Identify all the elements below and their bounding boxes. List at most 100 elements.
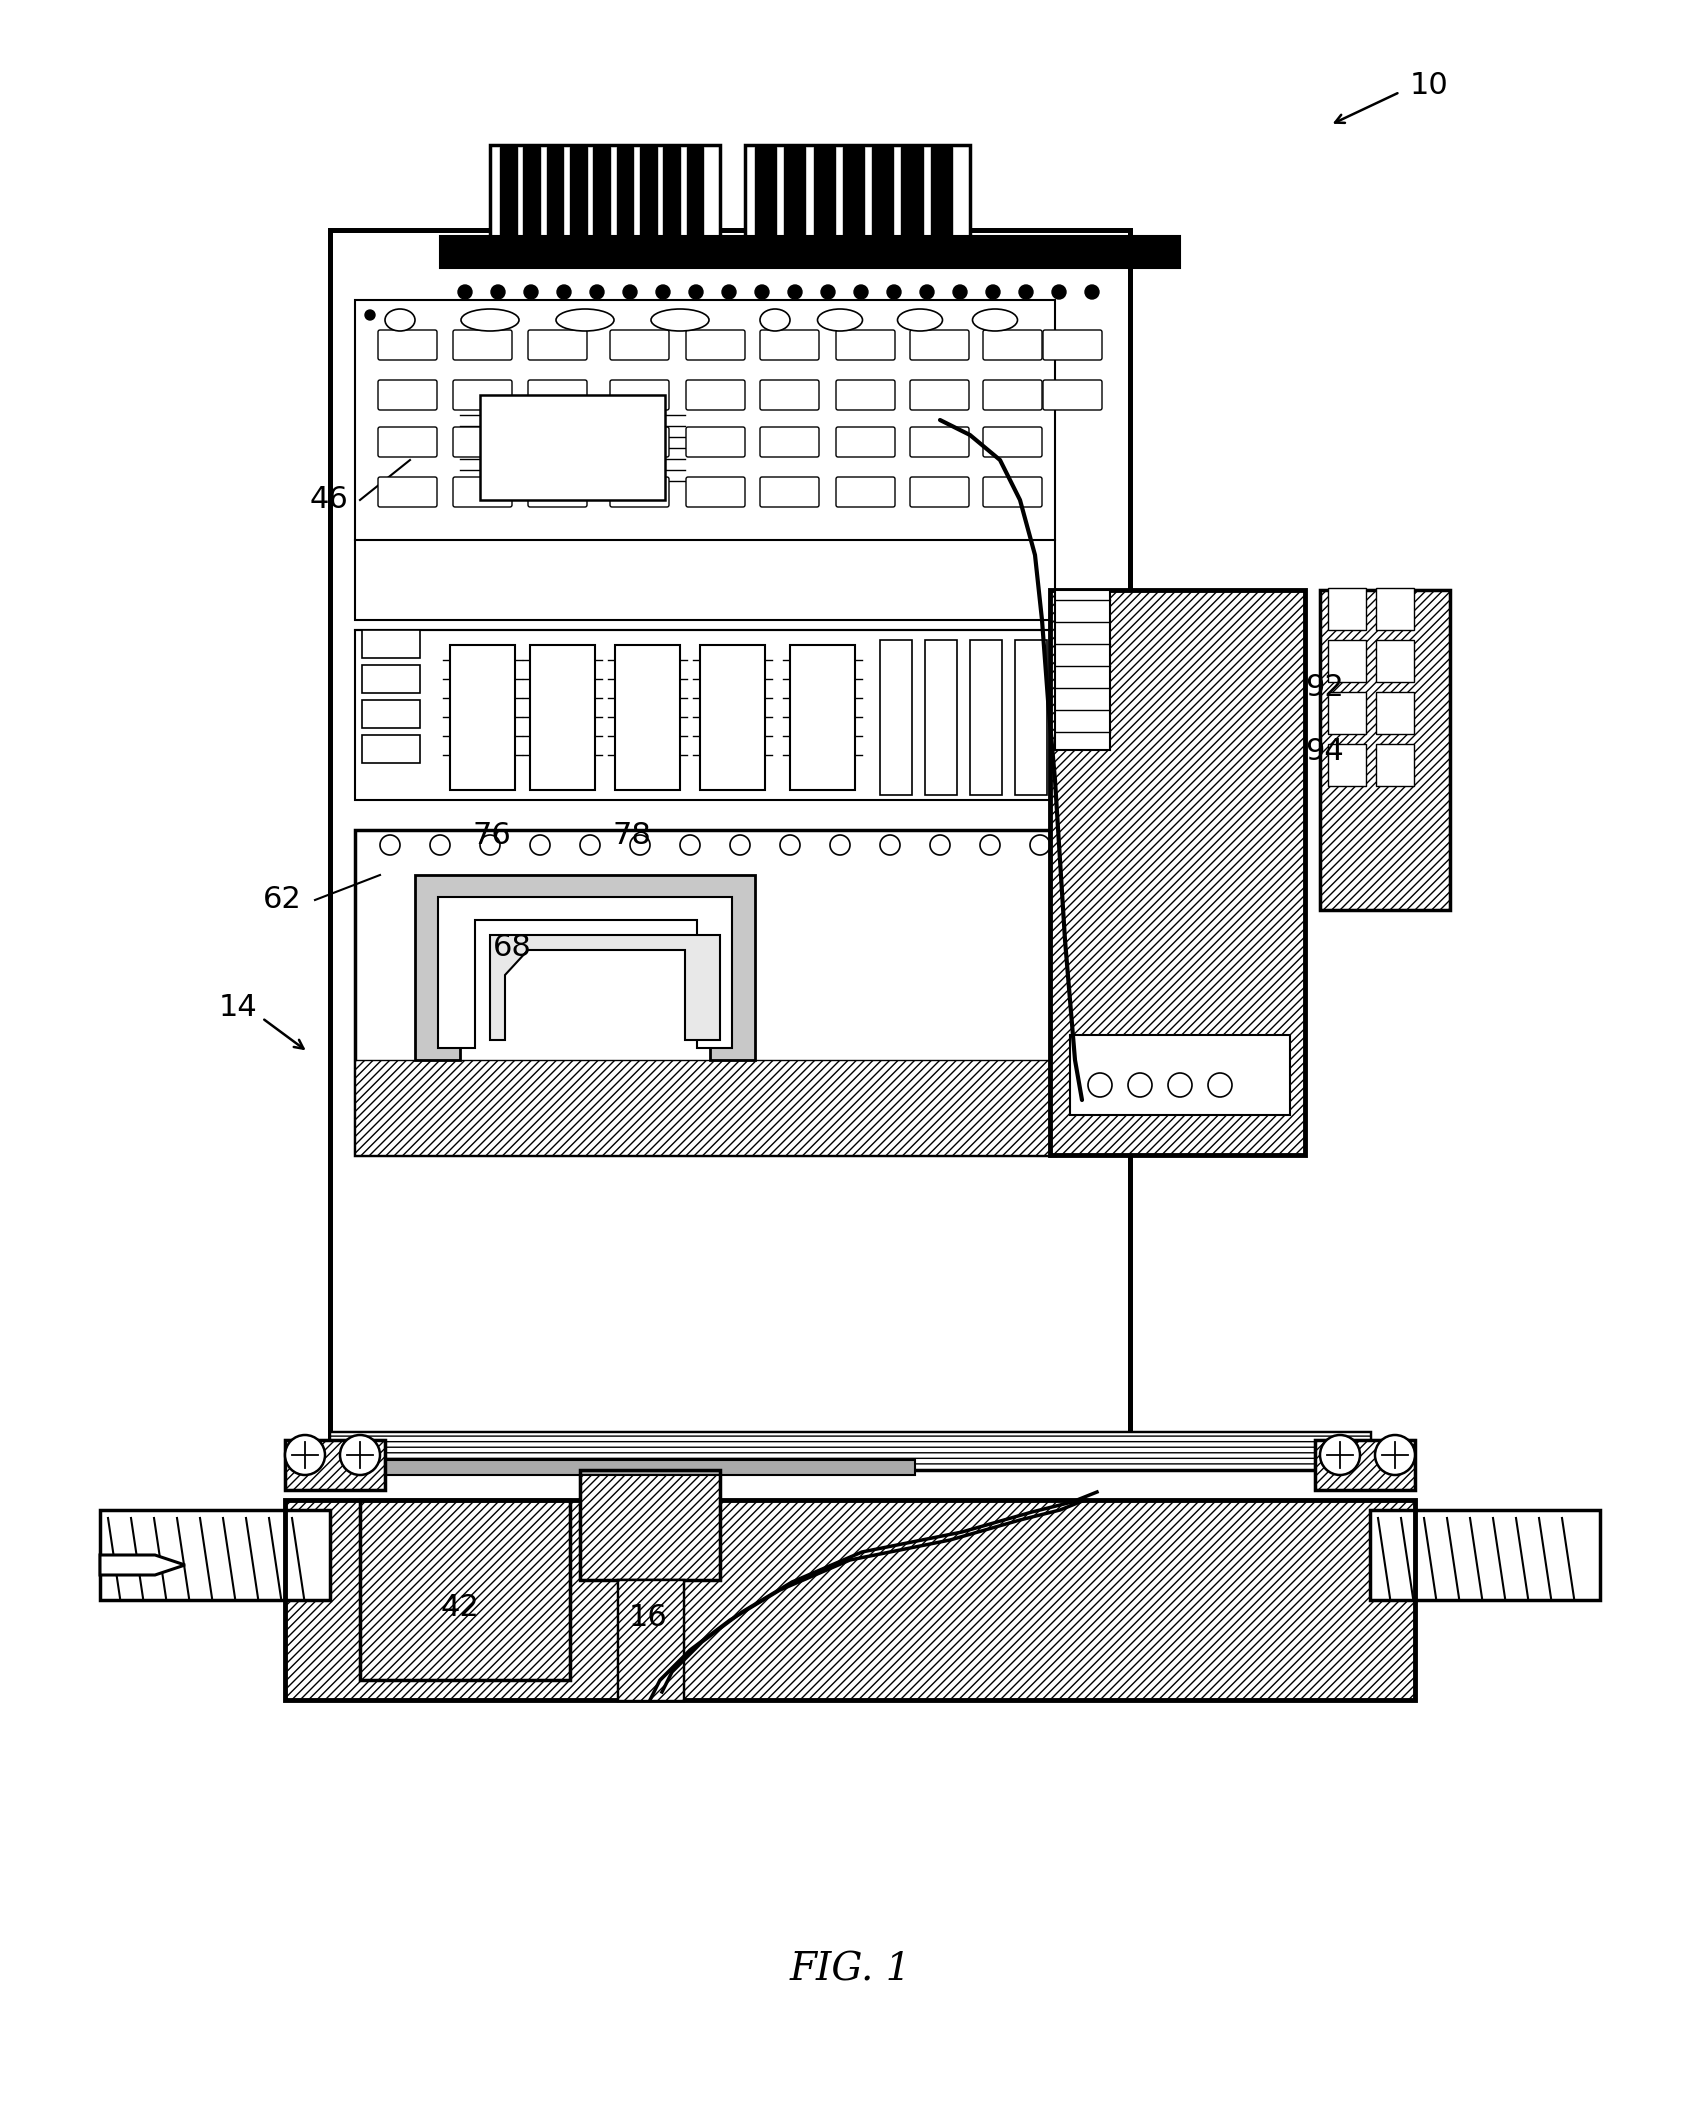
Text: 92: 92 [1306, 674, 1343, 703]
Bar [615, 644, 680, 790]
Bar [286, 1441, 384, 1491]
Bar [100, 1510, 330, 1601]
Bar [580, 1470, 721, 1580]
Bar [687, 147, 704, 236]
Ellipse shape [384, 310, 415, 331]
FancyBboxPatch shape [760, 428, 819, 457]
Bar [1319, 590, 1450, 910]
Bar [360, 1499, 570, 1681]
Bar [355, 299, 1056, 619]
Bar [1375, 588, 1414, 630]
FancyBboxPatch shape [610, 476, 670, 508]
Circle shape [780, 834, 801, 855]
FancyBboxPatch shape [529, 476, 586, 508]
Circle shape [530, 834, 551, 855]
FancyBboxPatch shape [377, 476, 437, 508]
Bar [755, 147, 777, 236]
Circle shape [491, 284, 505, 299]
Bar [1015, 640, 1047, 794]
Bar [500, 147, 517, 236]
Polygon shape [415, 874, 755, 1059]
Circle shape [656, 284, 670, 299]
Bar [490, 145, 721, 240]
Bar [355, 1059, 1056, 1154]
FancyBboxPatch shape [687, 428, 745, 457]
Bar [362, 630, 420, 657]
Bar [1051, 590, 1306, 1154]
Bar [843, 147, 864, 236]
Polygon shape [490, 935, 721, 1040]
Bar [1319, 590, 1450, 910]
Circle shape [755, 284, 768, 299]
Bar [286, 1499, 1414, 1700]
Bar [1056, 590, 1110, 750]
FancyBboxPatch shape [610, 379, 670, 411]
Bar [619, 1580, 683, 1700]
Text: 76: 76 [473, 821, 512, 849]
Circle shape [688, 284, 704, 299]
FancyBboxPatch shape [452, 379, 512, 411]
Ellipse shape [461, 310, 518, 331]
Bar [440, 236, 1180, 267]
Bar [360, 1499, 570, 1681]
Bar [1328, 693, 1367, 735]
Bar [1316, 1441, 1414, 1491]
Circle shape [580, 834, 600, 855]
FancyBboxPatch shape [529, 379, 586, 411]
Circle shape [680, 834, 700, 855]
Circle shape [1052, 284, 1066, 299]
Ellipse shape [898, 310, 942, 331]
Bar [663, 147, 680, 236]
FancyBboxPatch shape [760, 379, 819, 411]
Bar [784, 147, 806, 236]
Circle shape [789, 284, 802, 299]
Circle shape [853, 284, 869, 299]
Circle shape [457, 284, 473, 299]
FancyBboxPatch shape [687, 379, 745, 411]
Bar [814, 147, 835, 236]
Circle shape [1018, 284, 1034, 299]
FancyBboxPatch shape [910, 379, 969, 411]
Circle shape [887, 284, 901, 299]
Circle shape [430, 834, 451, 855]
Text: 10: 10 [1409, 69, 1448, 99]
Circle shape [930, 834, 950, 855]
Bar [700, 644, 765, 790]
FancyBboxPatch shape [687, 476, 745, 508]
Text: 14: 14 [219, 994, 257, 1024]
Bar [362, 735, 420, 762]
Text: 62: 62 [264, 885, 303, 914]
Circle shape [558, 284, 571, 299]
Circle shape [524, 284, 537, 299]
Text: FIG. 1: FIG. 1 [789, 1952, 911, 1988]
Circle shape [381, 834, 400, 855]
Bar [286, 1441, 384, 1491]
FancyBboxPatch shape [760, 331, 819, 360]
Ellipse shape [651, 310, 709, 331]
Bar [790, 644, 855, 790]
Bar [570, 147, 586, 236]
Bar [450, 644, 515, 790]
Circle shape [821, 284, 835, 299]
Circle shape [1030, 834, 1051, 855]
FancyBboxPatch shape [1044, 331, 1102, 360]
FancyBboxPatch shape [836, 428, 894, 457]
Bar [1375, 743, 1414, 786]
FancyBboxPatch shape [687, 331, 745, 360]
Bar [530, 644, 595, 790]
Bar [1069, 1034, 1290, 1114]
Circle shape [920, 284, 933, 299]
Bar [286, 1499, 1414, 1700]
Circle shape [286, 1434, 325, 1474]
FancyBboxPatch shape [377, 331, 437, 360]
Bar [330, 1432, 1370, 1470]
FancyBboxPatch shape [529, 428, 586, 457]
Circle shape [729, 834, 750, 855]
FancyBboxPatch shape [836, 476, 894, 508]
FancyBboxPatch shape [836, 379, 894, 411]
Text: 78: 78 [612, 821, 651, 849]
Circle shape [631, 834, 649, 855]
Circle shape [1168, 1072, 1192, 1097]
Polygon shape [100, 1554, 185, 1575]
Bar [580, 1470, 721, 1580]
